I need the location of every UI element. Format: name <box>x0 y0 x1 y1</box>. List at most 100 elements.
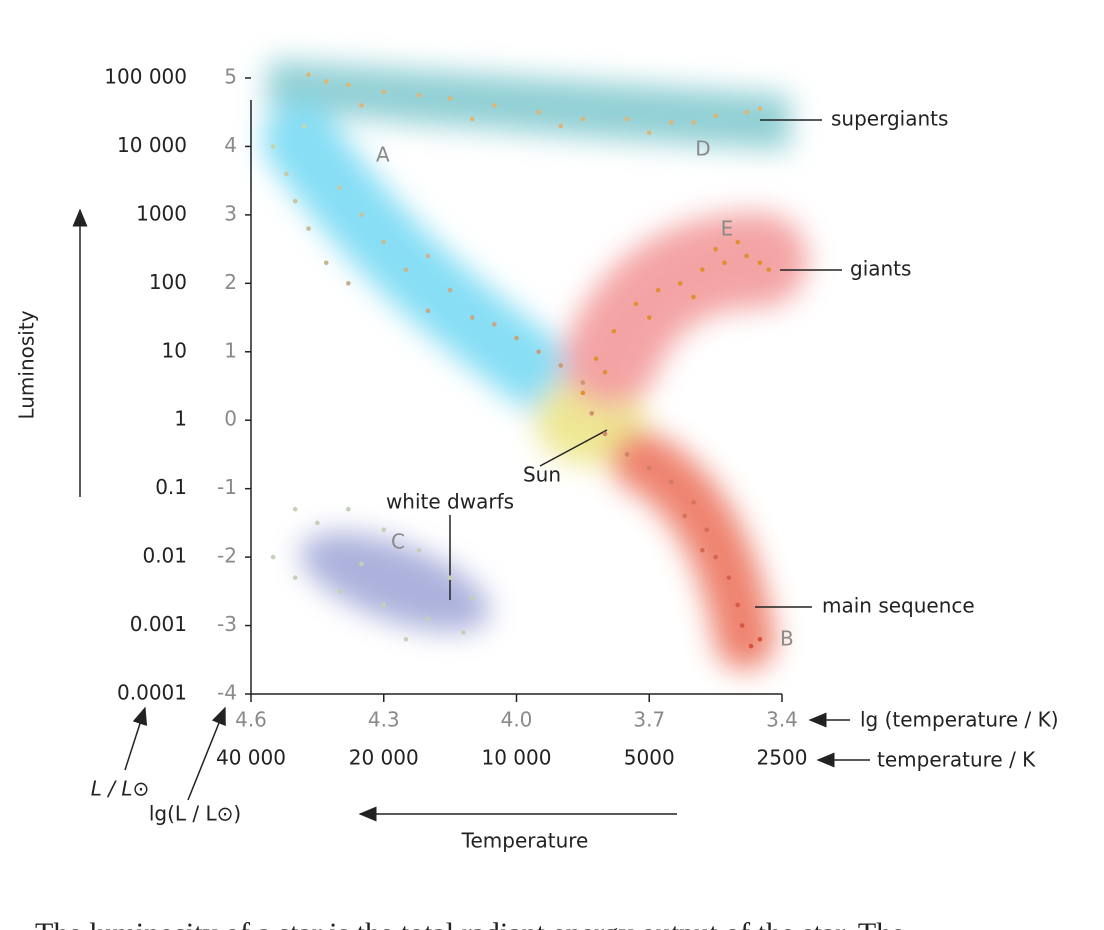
footer-text: The luminosity of a star is the total ra… <box>35 917 905 930</box>
star <box>669 120 674 125</box>
star <box>691 294 696 300</box>
star <box>700 267 705 272</box>
y-tick-label: 2 <box>224 270 237 294</box>
star <box>270 144 276 149</box>
star <box>713 246 718 252</box>
y-linear-tick-label: 100 000 <box>104 65 187 89</box>
star <box>359 212 364 218</box>
star <box>425 308 431 314</box>
star <box>425 253 431 259</box>
star <box>669 479 674 485</box>
star <box>735 239 741 245</box>
star <box>646 130 652 136</box>
y-linear-tick-label: 0.001 <box>130 612 187 636</box>
star <box>381 602 387 608</box>
pointer <box>539 429 608 467</box>
star <box>306 226 311 231</box>
star <box>292 198 298 204</box>
star <box>381 89 387 94</box>
regions <box>262 60 808 670</box>
x-axis-label: lg (temperature / K) <box>860 708 1059 732</box>
star <box>704 527 710 533</box>
letter: D <box>695 137 710 161</box>
star <box>416 92 422 98</box>
star <box>757 636 763 642</box>
star <box>425 616 431 622</box>
y-tick-label: 1 <box>224 338 237 362</box>
star <box>602 431 608 437</box>
lower-main-sequence-region <box>610 430 775 670</box>
star <box>461 630 466 635</box>
star <box>359 103 364 108</box>
star <box>580 390 586 396</box>
y-tick-label: -3 <box>217 612 237 636</box>
star <box>700 547 705 553</box>
x2-tick-label: 5000 <box>624 746 675 770</box>
star <box>580 116 586 122</box>
star <box>514 335 519 341</box>
star <box>593 356 599 361</box>
star <box>646 315 652 320</box>
temperature-label: Temperature <box>461 829 589 853</box>
x-tick-label: 3.7 <box>633 708 665 732</box>
x2-tick-label: 10 000 <box>482 746 552 770</box>
star <box>589 411 595 416</box>
x2-tick-label: 40 000 <box>216 746 286 770</box>
y-linear-tick-label: 100 <box>149 270 187 294</box>
supergiants-label: supergiants <box>831 107 948 131</box>
log-label: lg(L / L⊙) <box>149 802 241 826</box>
y-tick-label: -2 <box>217 544 237 568</box>
arrow <box>124 706 148 771</box>
star <box>744 253 749 259</box>
star <box>346 506 351 512</box>
star <box>447 287 453 293</box>
arrow <box>187 706 226 801</box>
star <box>691 500 696 505</box>
star <box>655 287 661 293</box>
star <box>323 260 329 266</box>
star <box>403 636 409 642</box>
star <box>748 643 754 649</box>
x2-axis-label: temperature / K <box>877 748 1036 772</box>
letter: B <box>780 627 794 651</box>
letter: C <box>391 530 405 554</box>
x-tick-label: 3.4 <box>766 708 798 732</box>
y-tick-label: -4 <box>217 681 237 705</box>
star <box>492 322 497 327</box>
star <box>469 116 475 122</box>
star <box>381 527 387 533</box>
giants-label: giants <box>850 257 911 281</box>
x-tick-label: 4.3 <box>368 708 400 732</box>
y-linear-tick-label: 1 <box>174 407 187 431</box>
x-tick-label: 4.6 <box>235 708 267 732</box>
star <box>270 554 276 560</box>
star <box>611 328 617 334</box>
star <box>492 103 497 108</box>
upper-main-sequence-region <box>262 102 613 433</box>
star <box>744 109 749 115</box>
star <box>469 315 475 320</box>
star <box>323 79 329 84</box>
star <box>416 547 422 553</box>
star <box>682 513 687 519</box>
star <box>306 72 311 77</box>
x2-tick-label: 20 000 <box>349 746 419 770</box>
linear-label: L / L⊙ <box>91 777 150 801</box>
star <box>315 520 320 526</box>
star <box>691 120 696 125</box>
y-tick-label: 4 <box>224 133 237 157</box>
star <box>580 380 586 385</box>
star <box>722 260 727 266</box>
star <box>766 267 772 272</box>
star <box>346 82 351 88</box>
white-dwarfs-label: white dwarfs <box>386 490 514 514</box>
y-tick-label: 0 <box>224 407 237 431</box>
y-linear-tick-label: 0.01 <box>142 544 187 568</box>
star <box>359 561 364 567</box>
star <box>403 267 409 272</box>
y-tick-label: 3 <box>224 201 237 225</box>
y-linear-tick-label: 1000 <box>136 201 187 225</box>
y-axis-label: Luminosity <box>15 310 39 419</box>
y-linear-tick-label: 10 000 <box>117 133 187 157</box>
